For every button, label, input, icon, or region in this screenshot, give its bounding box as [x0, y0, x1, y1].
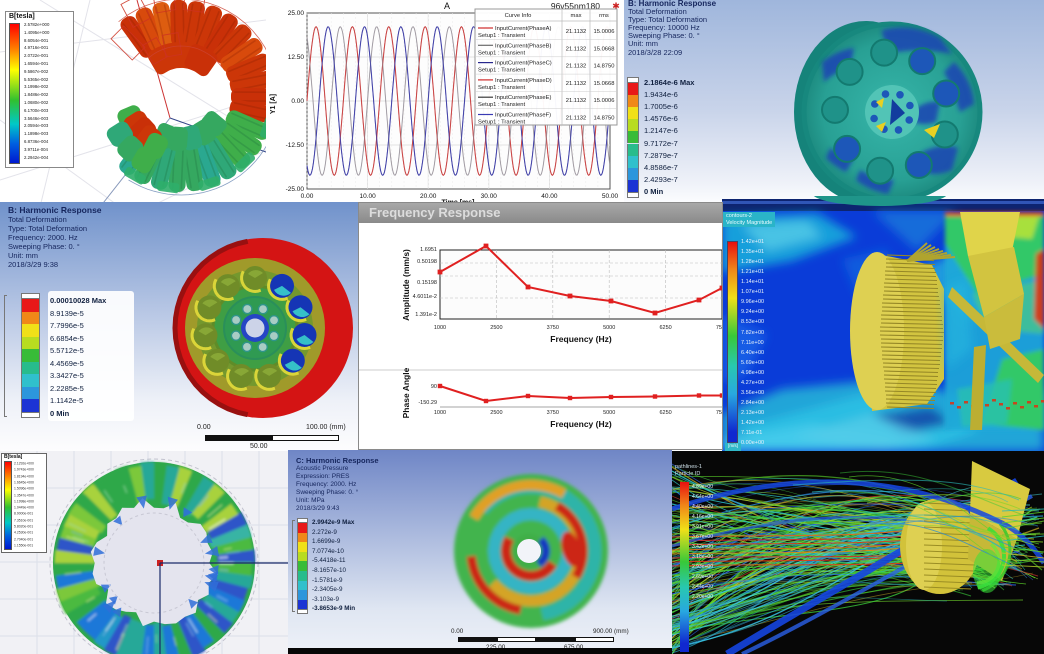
svg-text:-25.00: -25.00	[286, 186, 305, 193]
svg-text:4.6011e-2: 4.6011e-2	[413, 294, 437, 300]
svg-text:-12.50: -12.50	[286, 142, 305, 149]
svg-text:7500: 7500	[716, 325, 723, 331]
svg-text:InputCurrent(PhaseA): InputCurrent(PhaseA)	[495, 26, 551, 32]
svg-text:50.00: 50.00	[602, 193, 619, 200]
svg-text:10.00: 10.00	[359, 193, 376, 200]
svg-text:Setup1 : Transient: Setup1 : Transient	[478, 50, 525, 56]
svg-text:0.15198: 0.15198	[417, 280, 437, 286]
svg-text:15.0006: 15.0006	[594, 98, 615, 104]
svg-text:Frequency (Hz): Frequency (Hz)	[550, 419, 612, 429]
svg-text:5000: 5000	[603, 410, 615, 416]
svg-text:7500: 7500	[716, 410, 723, 416]
svg-text:15.0668: 15.0668	[594, 81, 615, 87]
svg-text:Setup1 : Transient: Setup1 : Transient	[478, 102, 525, 108]
svg-text:Setup1 : Transient: Setup1 : Transient	[478, 33, 525, 39]
svg-text:90: 90	[431, 384, 437, 390]
svg-text:40.00: 40.00	[541, 193, 558, 200]
svg-text:12.50: 12.50	[288, 54, 305, 61]
svg-text:15.0668: 15.0668	[594, 46, 615, 52]
svg-text:InputCurrent(PhaseC): InputCurrent(PhaseC)	[495, 61, 552, 67]
svg-text:2500: 2500	[490, 325, 502, 331]
svg-text:0.50198: 0.50198	[417, 259, 437, 265]
svg-text:21.1132: 21.1132	[566, 116, 587, 122]
svg-text:14.8750: 14.8750	[594, 64, 615, 70]
svg-text:A: A	[444, 1, 450, 11]
svg-text:1.6951: 1.6951	[420, 247, 437, 253]
svg-text:21.1132: 21.1132	[566, 29, 587, 35]
svg-text:3750: 3750	[547, 410, 559, 416]
svg-text:2500: 2500	[490, 410, 502, 416]
svg-text:0.00: 0.00	[291, 98, 304, 105]
svg-text:Amplitude (mm/s): Amplitude (mm/s)	[401, 249, 411, 321]
svg-text:21.1132: 21.1132	[566, 81, 587, 87]
svg-text:1000: 1000	[434, 325, 446, 331]
svg-text:25.00: 25.00	[288, 10, 305, 17]
svg-text:96v55nm180: 96v55nm180	[551, 1, 600, 11]
svg-text:5000: 5000	[603, 325, 615, 331]
svg-text:30.00: 30.00	[481, 193, 498, 200]
svg-text:Setup1 : Transient: Setup1 : Transient	[478, 85, 525, 91]
svg-text:0.00: 0.00	[301, 193, 314, 200]
svg-text:1.391e-2: 1.391e-2	[415, 312, 437, 318]
svg-text:InputCurrent(PhaseE): InputCurrent(PhaseE)	[495, 95, 551, 101]
svg-text:1000: 1000	[434, 410, 446, 416]
svg-text:3750: 3750	[547, 325, 559, 331]
svg-text:rms: rms	[599, 13, 609, 19]
svg-text:14.8750: 14.8750	[594, 116, 615, 122]
svg-text:21.1132: 21.1132	[566, 98, 587, 104]
svg-text:✱: ✱	[612, 1, 620, 11]
svg-text:Setup1 : Transient: Setup1 : Transient	[478, 68, 525, 74]
svg-text:20.00: 20.00	[420, 193, 437, 200]
svg-text:21.1132: 21.1132	[566, 46, 587, 52]
svg-text:Setup1 : Transient: Setup1 : Transient	[478, 120, 525, 126]
svg-text:21.1132: 21.1132	[566, 64, 587, 70]
svg-text:Phase Angle: Phase Angle	[401, 367, 411, 418]
svg-text:-150.29: -150.29	[418, 400, 437, 406]
svg-text:15.0006: 15.0006	[594, 29, 615, 35]
svg-text:6250: 6250	[659, 410, 671, 416]
svg-text:Frequency (Hz): Frequency (Hz)	[550, 334, 612, 344]
svg-text:InputCurrent(PhaseF): InputCurrent(PhaseF)	[495, 113, 551, 119]
svg-text:Y1 [A]: Y1 [A]	[270, 94, 277, 114]
svg-text:Curve Info: Curve Info	[505, 13, 532, 19]
svg-text:InputCurrent(PhaseB): InputCurrent(PhaseB)	[495, 43, 551, 49]
svg-text:6250: 6250	[659, 325, 671, 331]
svg-text:InputCurrent(PhaseD): InputCurrent(PhaseD)	[495, 78, 552, 84]
svg-text:max: max	[571, 13, 582, 19]
